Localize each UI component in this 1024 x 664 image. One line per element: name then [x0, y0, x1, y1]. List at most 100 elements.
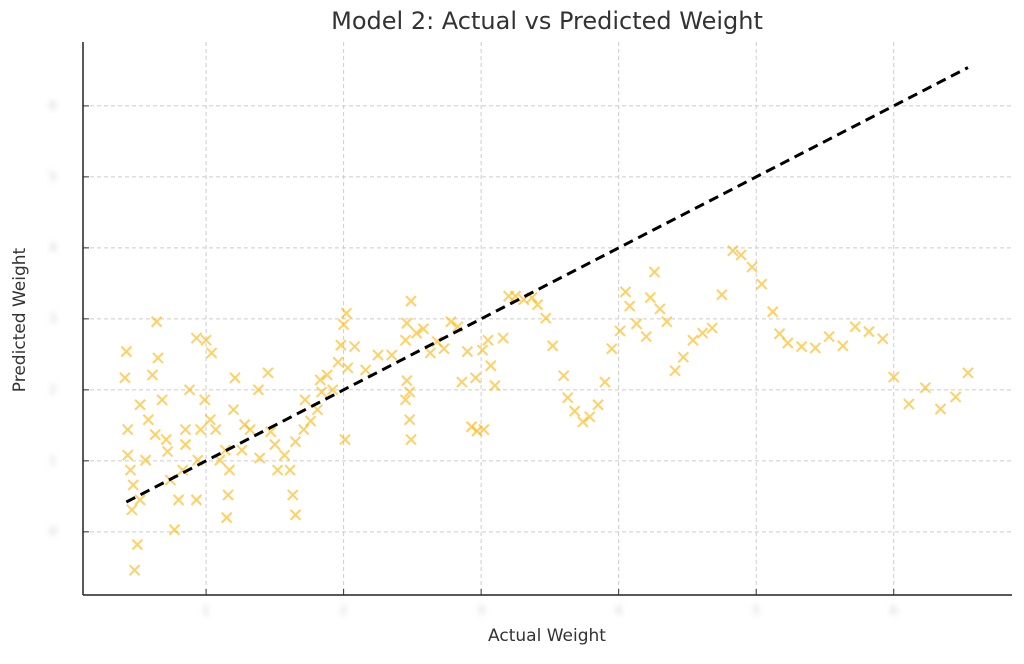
point: [654, 303, 666, 315]
point: [648, 266, 661, 278]
point: [863, 325, 875, 338]
point: [128, 564, 141, 576]
x-tick-label: 3: [477, 604, 485, 618]
point: [121, 423, 134, 436]
point: [314, 374, 326, 386]
point: [399, 334, 412, 346]
point: [287, 489, 299, 501]
point: [706, 322, 718, 334]
chart-title: Model 2: Actual vs Predicted Weight: [331, 7, 763, 35]
point: [372, 349, 384, 361]
point: [183, 384, 196, 396]
point: [469, 372, 482, 384]
point: [445, 315, 457, 328]
point: [204, 413, 216, 426]
point: [849, 320, 861, 333]
point: [502, 290, 515, 302]
point: [410, 327, 423, 339]
point: [557, 369, 570, 382]
point: [661, 315, 673, 328]
point: [177, 464, 189, 476]
point: [903, 398, 915, 410]
point: [644, 291, 657, 304]
point: [335, 339, 347, 351]
point: [823, 330, 835, 343]
point: [809, 342, 822, 354]
point: [222, 489, 234, 501]
point: [120, 345, 133, 358]
point: [399, 394, 412, 406]
point: [403, 413, 416, 426]
point: [289, 435, 302, 448]
point: [482, 334, 494, 346]
point: [837, 340, 849, 352]
point: [168, 523, 181, 536]
point: [160, 433, 172, 446]
point: [315, 386, 328, 398]
point: [229, 372, 241, 384]
point: [236, 444, 248, 456]
point: [156, 394, 168, 406]
point: [200, 334, 212, 346]
point: [584, 411, 596, 423]
point: [321, 369, 333, 381]
point: [888, 371, 900, 383]
point: [424, 347, 436, 359]
point: [289, 509, 302, 521]
point: [755, 278, 768, 290]
point: [150, 315, 163, 328]
point: [271, 464, 284, 476]
x-tick-label: 2: [340, 604, 348, 618]
y-tick-label: 6: [49, 98, 57, 112]
point: [339, 433, 351, 446]
point: [326, 384, 339, 396]
point: [696, 327, 709, 339]
reference-line: [125, 66, 969, 504]
point: [640, 330, 652, 343]
point: [252, 384, 265, 396]
y-tick-label: 4: [49, 240, 57, 254]
point: [332, 356, 344, 368]
y-tick-label: 2: [49, 382, 57, 396]
point: [687, 334, 699, 346]
point: [359, 364, 372, 376]
point: [577, 416, 589, 428]
point: [949, 391, 962, 403]
point: [238, 418, 251, 431]
point: [877, 333, 889, 345]
point: [727, 244, 739, 257]
point: [284, 464, 296, 476]
point: [262, 367, 274, 379]
point: [179, 438, 192, 451]
point: [476, 344, 489, 356]
point: [265, 426, 277, 438]
point: [223, 464, 236, 476]
x-tick-label: 6: [890, 604, 898, 618]
x-tick-label: 1: [202, 604, 210, 618]
point: [142, 413, 155, 426]
point: [619, 286, 632, 298]
point: [126, 504, 138, 516]
y-tick-label: 0: [49, 524, 57, 538]
point: [179, 423, 192, 436]
point: [962, 367, 974, 379]
point: [546, 340, 559, 352]
point: [489, 379, 501, 392]
point: [461, 345, 474, 358]
point: [568, 405, 581, 417]
x-tick-label: 5: [752, 604, 760, 618]
point: [131, 538, 144, 551]
point: [348, 340, 361, 353]
y-tick-label: 1: [49, 453, 57, 467]
point: [773, 328, 786, 340]
point: [299, 394, 311, 406]
point: [465, 421, 478, 433]
y-axis-label: Predicted Weight: [10, 247, 30, 392]
point: [227, 404, 240, 416]
point: [599, 376, 611, 388]
point: [766, 306, 779, 318]
point: [194, 423, 207, 436]
point: [456, 376, 468, 388]
point: [337, 318, 350, 331]
